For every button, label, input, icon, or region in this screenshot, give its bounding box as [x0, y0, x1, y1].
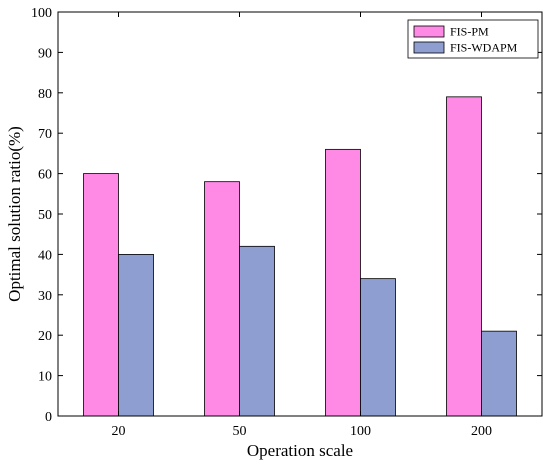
y-tick-label: 0 [45, 410, 52, 425]
legend: FIS-PM FIS-WDAPM [407, 19, 539, 59]
bar-fis-wdapm-200 [481, 330, 517, 417]
x-axis-label: Operation scale [247, 441, 353, 460]
x-axis: 20 50 100 200 [112, 12, 492, 439]
y-tick-label: 40 [38, 248, 52, 263]
legend-swatch-fis-pm [413, 25, 445, 38]
y-axis: 0 10 20 30 40 50 60 70 80 90 100 [31, 6, 542, 425]
bar-fis-pm-50 [204, 181, 240, 417]
bar-fis-pm-20 [83, 173, 119, 417]
y-axis-label: Optimal solution ratio(%) [5, 126, 24, 302]
bar-fis-wdapm-50 [239, 245, 275, 417]
y-tick-label: 20 [38, 329, 52, 344]
x-tick-label: 50 [233, 424, 247, 439]
bar-fis-pm-100 [325, 148, 361, 417]
legend-label-fis-pm: FIS-PM [450, 25, 489, 39]
bar-fis-pm-200 [446, 96, 482, 417]
y-tick-label: 60 [38, 168, 52, 183]
y-tick-label: 70 [38, 127, 52, 142]
bar-fis-wdapm-100 [360, 278, 396, 417]
x-tick-label: 20 [112, 424, 126, 439]
y-tick-label: 80 [38, 87, 52, 102]
y-tick-label: 30 [38, 289, 52, 304]
y-tick-label: 10 [38, 370, 52, 385]
y-tick-label: 90 [38, 46, 52, 61]
legend-swatch-fis-wdapm [413, 41, 445, 54]
y-tick-label: 100 [31, 6, 52, 21]
x-tick-label: 200 [471, 424, 492, 439]
bars-layer [83, 96, 517, 417]
y-tick-label: 50 [38, 208, 52, 223]
bar-fis-wdapm-20 [118, 253, 154, 417]
x-tick-label: 100 [350, 424, 371, 439]
legend-label-fis-wdapm: FIS-WDAPM [450, 41, 518, 55]
